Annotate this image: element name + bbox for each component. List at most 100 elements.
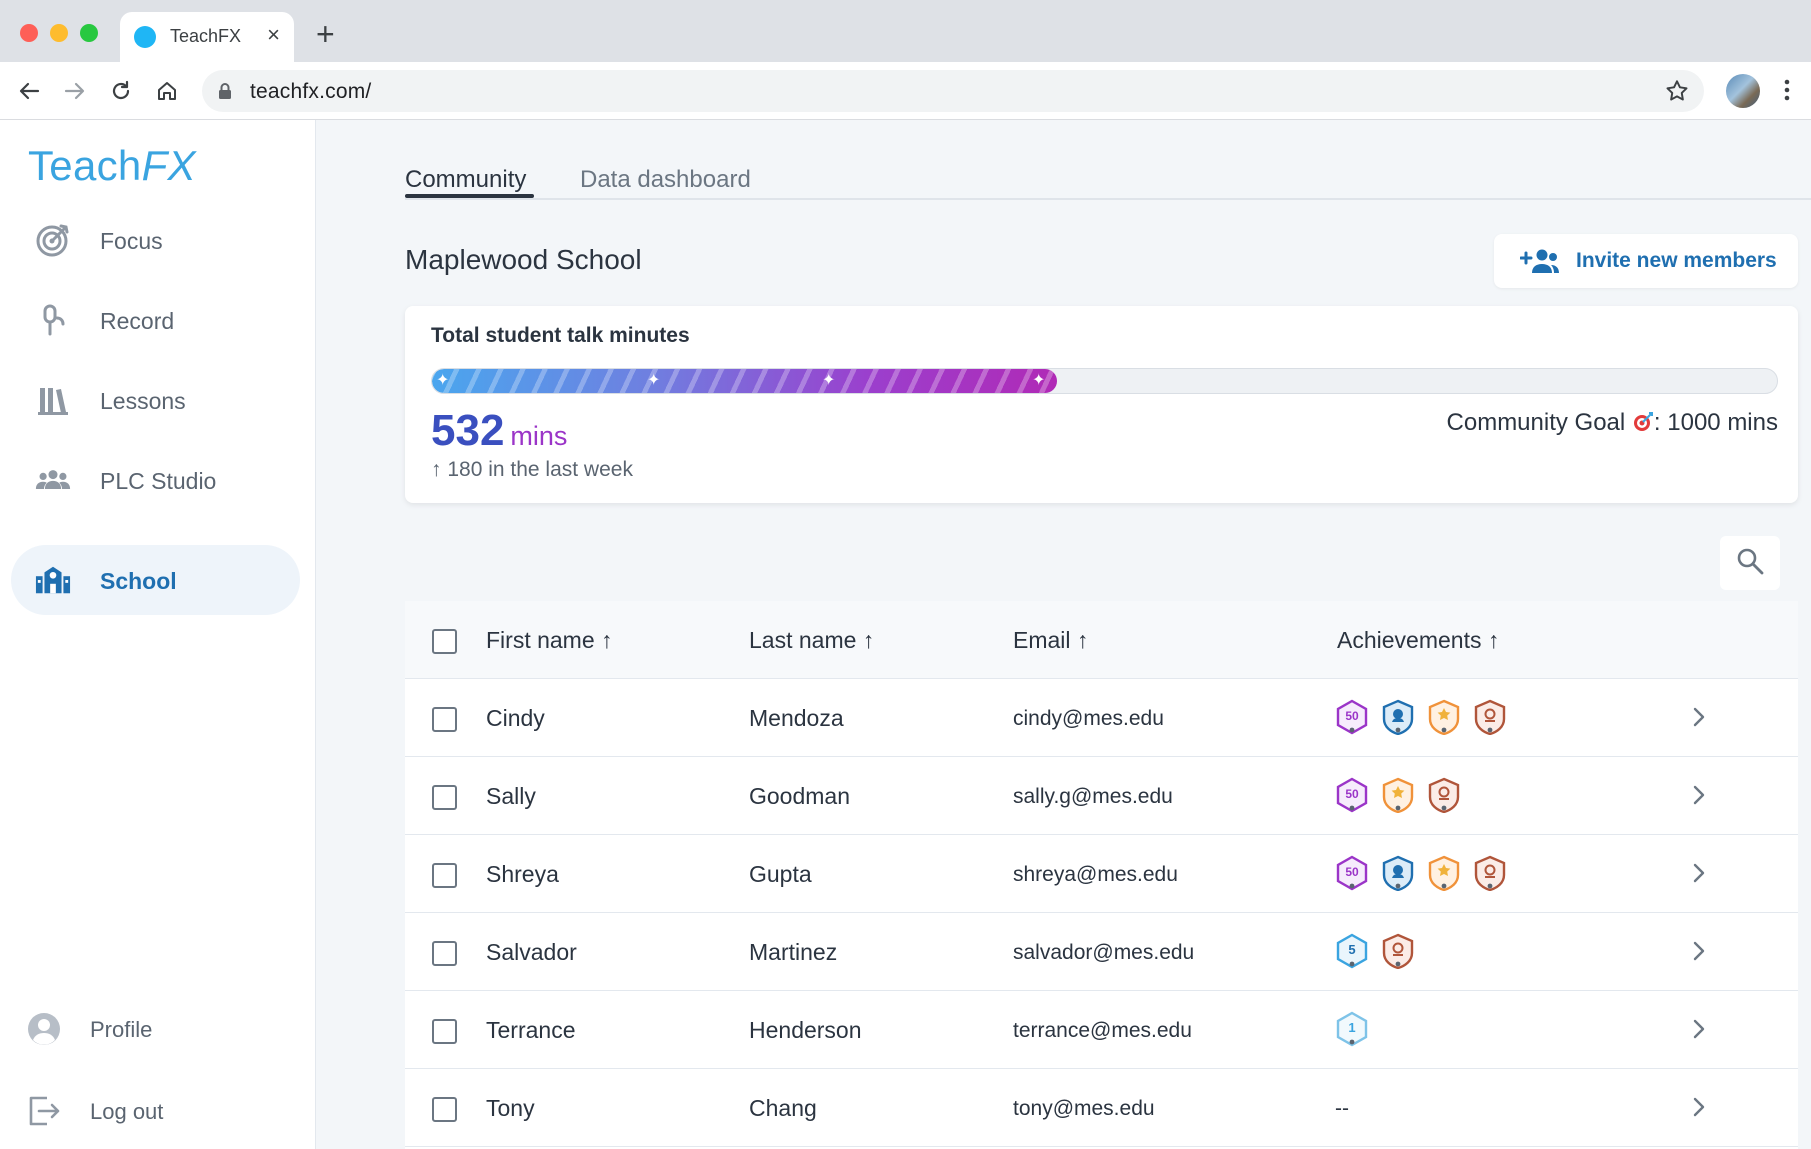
dart-target-icon (1632, 411, 1654, 440)
tab-title: TeachFX (170, 26, 242, 46)
school-icon (35, 562, 71, 598)
invite-button-label: Invite new members (1576, 249, 1777, 272)
last-name-cell: Goodman (749, 783, 851, 809)
content-tabs: Community Data dashboard (405, 160, 1811, 200)
home-icon[interactable] (152, 76, 182, 106)
browser-tab-bar: TeachFX × + (0, 0, 1811, 62)
table-row[interactable]: Salvador Martinez salvador@mes.edu 5 (405, 913, 1798, 991)
row-checkbox[interactable] (432, 941, 457, 966)
bookmark-star-icon[interactable] (1664, 78, 1690, 109)
minimize-window-button[interactable] (50, 24, 68, 42)
row-checkbox[interactable] (432, 785, 457, 810)
sidebar-item-focus[interactable]: Focus (11, 205, 300, 275)
target-icon (35, 222, 71, 258)
teachfx-logo[interactable]: TeachFX (28, 142, 196, 190)
sidebar-item-label: Lessons (100, 388, 186, 414)
chevron-right-icon[interactable] (1692, 783, 1706, 812)
first-name-cell: Cindy (486, 705, 545, 731)
forward-icon[interactable] (60, 76, 90, 106)
sidebar: TeachFX Focus Record Lessons PLC Studio … (0, 120, 316, 1149)
browser-profile-avatar[interactable] (1726, 74, 1760, 108)
brown-badge-icon[interactable] (1473, 855, 1507, 892)
table-row[interactable]: Tony Chang tony@mes.edu -- (405, 1069, 1798, 1147)
blue-shield-badge-icon[interactable] (1381, 699, 1415, 736)
browser-toolbar: teachfx.com/ (0, 62, 1811, 120)
chevron-right-icon[interactable] (1692, 939, 1706, 968)
chevron-right-icon[interactable] (1692, 705, 1706, 734)
first-name-cell: Sally (486, 783, 536, 809)
first-name-cell: Terrance (486, 1017, 576, 1043)
chevron-right-icon[interactable] (1692, 861, 1706, 890)
no-achievements-text: -- (1335, 1097, 1349, 1120)
sort-email[interactable]: Email ↑ (1013, 627, 1089, 653)
sidebar-item-label: Focus (100, 228, 163, 254)
row-checkbox[interactable] (432, 707, 457, 732)
50-badge-icon[interactable]: 50 (1335, 855, 1369, 891)
chevron-right-icon[interactable] (1692, 1017, 1706, 1046)
table-row[interactable]: Terrance Henderson terrance@mes.edu 1 (405, 991, 1798, 1069)
sidebar-item-profile[interactable]: Profile (26, 1005, 286, 1055)
minutes-total: 532 mins (431, 406, 567, 456)
sidebar-item-record[interactable]: Record (11, 285, 300, 355)
sparkle-icon: ✦ (436, 372, 450, 389)
reload-icon[interactable] (106, 76, 136, 106)
last-name-cell: Henderson (749, 1017, 862, 1043)
last-name-cell: Chang (749, 1095, 817, 1121)
email-cell: terrance@mes.edu (1013, 1019, 1192, 1042)
select-all-checkbox[interactable] (432, 629, 457, 654)
search-icon (1736, 547, 1764, 580)
tab-data-dashboard[interactable]: Data dashboard (580, 166, 751, 193)
table-row[interactable]: Cindy Mendoza cindy@mes.edu 50 (405, 679, 1798, 757)
orange-star-badge-icon[interactable] (1427, 699, 1461, 736)
browser-tab[interactable]: TeachFX × (120, 12, 294, 62)
close-window-button[interactable] (20, 24, 38, 42)
table-row[interactable]: Sally Goodman sally.g@mes.edu 50 (405, 757, 1798, 835)
achievements-cell: 50 (1335, 855, 1507, 892)
back-icon[interactable] (14, 76, 44, 106)
community-goal: Community Goal : 1000 mins (1447, 409, 1778, 440)
card-title: Total student talk minutes (431, 324, 690, 347)
table-row[interactable]: Shreya Gupta shreya@mes.edu 50 (405, 835, 1798, 913)
sidebar-item-plc-studio[interactable]: PLC Studio (11, 445, 300, 515)
books-icon (35, 382, 71, 418)
50-badge-icon[interactable]: 50 (1335, 777, 1369, 813)
chevron-right-icon[interactable] (1692, 1095, 1706, 1124)
invite-members-button[interactable]: Invite new members (1494, 234, 1798, 288)
maximize-window-button[interactable] (80, 24, 98, 42)
goal-prefix: Community Goal (1446, 409, 1626, 436)
sidebar-item-label: Record (100, 308, 175, 334)
address-bar[interactable]: teachfx.com/ (202, 70, 1704, 112)
sidebar-item-school[interactable]: School (11, 545, 300, 615)
brown-badge-icon[interactable] (1427, 777, 1461, 814)
page-title: Maplewood School (405, 244, 642, 275)
sort-first-name[interactable]: First name ↑ (486, 627, 613, 653)
active-tab-indicator (405, 194, 534, 198)
email-cell: cindy@mes.edu (1013, 707, 1164, 730)
sidebar-item-lessons[interactable]: Lessons (11, 365, 300, 435)
5-badge-icon[interactable]: 5 (1335, 933, 1369, 969)
minutes-unit: mins (510, 421, 568, 451)
close-tab-button[interactable]: × (267, 22, 280, 47)
row-checkbox[interactable] (432, 1019, 457, 1044)
achievements-cell: 50 (1335, 777, 1461, 814)
orange-star-badge-icon[interactable] (1427, 855, 1461, 892)
50-badge-icon[interactable]: 50 (1335, 699, 1369, 735)
sort-achievements[interactable]: Achievements ↑ (1337, 627, 1500, 653)
new-tab-button[interactable]: + (316, 16, 335, 52)
brown-badge-icon[interactable] (1381, 933, 1415, 970)
url-text: teachfx.com/ (250, 80, 372, 103)
tab-community[interactable]: Community (405, 166, 527, 193)
browser-menu-icon[interactable] (1784, 78, 1790, 107)
orange-star-badge-icon[interactable] (1381, 777, 1415, 814)
group-icon (35, 462, 71, 498)
sort-last-name[interactable]: Last name ↑ (749, 627, 875, 653)
sidebar-item-logout[interactable]: Log out (26, 1087, 286, 1137)
blue-shield-badge-icon[interactable] (1381, 855, 1415, 892)
brown-badge-icon[interactable] (1473, 699, 1507, 736)
1-badge-icon[interactable]: 1 (1335, 1011, 1369, 1047)
svg-text:5: 5 (1348, 942, 1355, 957)
search-button[interactable] (1720, 536, 1780, 590)
sidebar-item-label: School (100, 568, 177, 594)
row-checkbox[interactable] (432, 1097, 457, 1122)
row-checkbox[interactable] (432, 863, 457, 888)
